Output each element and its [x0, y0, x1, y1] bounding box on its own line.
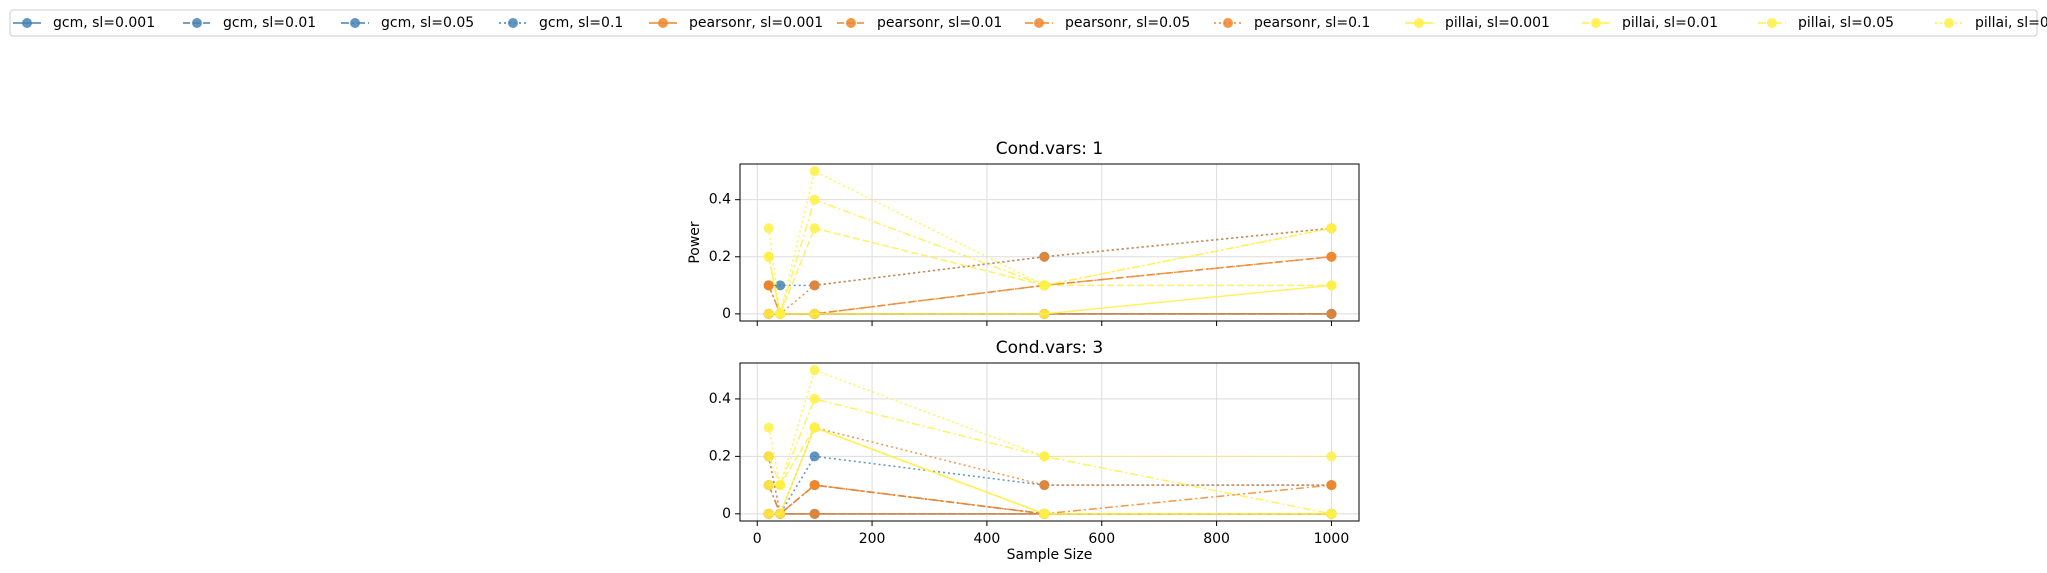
legend-marker: [846, 18, 856, 28]
legend-label: gcm, sl=0.01: [223, 15, 316, 31]
legend-marker: [508, 18, 518, 28]
data-point: [763, 280, 774, 291]
legend-label: pearsonr, sl=0.05: [1065, 15, 1190, 31]
legend-label: gcm, sl=0.05: [381, 15, 474, 31]
series-line: [767, 426, 1332, 517]
legend-label: pillai, sl=0.05: [1798, 15, 1894, 31]
legend-label: gcm, sl=0.001: [53, 15, 155, 31]
legend-marker: [22, 18, 32, 28]
y-tick-label: 0.4: [709, 192, 731, 208]
legend-label: pearsonr, sl=0.001: [689, 15, 823, 31]
x-tick-label: 1000: [1314, 531, 1350, 547]
data-point: [763, 451, 774, 462]
legend-marker: [1034, 18, 1044, 28]
legend-marker: [1944, 18, 1954, 28]
y-tick-label: 0.2: [709, 249, 731, 265]
data-point: [809, 508, 820, 519]
data-point: [775, 308, 786, 319]
y-axis-label: Power: [687, 221, 703, 264]
x-tick-label: 200: [859, 531, 886, 547]
legend-label: pillai, sl=0.01: [1622, 15, 1718, 31]
series-line: [767, 369, 1332, 486]
data-point: [809, 223, 820, 234]
legend-marker: [192, 18, 202, 28]
data-point: [809, 422, 820, 433]
data-point: [1326, 308, 1337, 319]
data-point: [1326, 480, 1337, 491]
series-line: [768, 227, 1332, 316]
data-point: [809, 166, 820, 177]
data-point: [775, 480, 786, 491]
legend-marker: [1591, 18, 1601, 28]
data-point: [1326, 251, 1337, 262]
data-point: [1039, 308, 1050, 319]
data-point: [763, 422, 774, 433]
x-tick-label: 600: [1088, 531, 1115, 547]
data-point: [1326, 508, 1337, 519]
data-point: [763, 480, 774, 491]
subplot-title: Cond.vars: 3: [996, 338, 1104, 358]
series-line: [768, 426, 1332, 515]
legend-label: pearsonr, sl=0.1: [1254, 15, 1370, 31]
legend-label: pillai, sl=0.001: [1445, 15, 1550, 31]
data-point: [1326, 451, 1337, 462]
y-tick-label: 0: [722, 306, 731, 322]
data-point: [809, 194, 820, 205]
data-point: [1039, 480, 1050, 491]
y-tick-label: 0.4: [709, 391, 731, 407]
data-point: [1039, 451, 1050, 462]
data-point: [763, 223, 774, 234]
data-point: [775, 508, 786, 519]
data-point: [1039, 508, 1050, 519]
series-line: [767, 170, 1332, 315]
data-point: [1326, 223, 1337, 234]
y-tick-label: 0: [722, 506, 731, 522]
legend-marker: [658, 18, 668, 28]
data-point: [809, 365, 820, 376]
data-point: [1039, 251, 1050, 262]
legend-box: [9, 9, 2038, 37]
data-point: [763, 508, 774, 519]
data-point: [1326, 280, 1337, 291]
x-axis-label: Sample Size: [1007, 547, 1093, 563]
x-tick-label: 400: [974, 531, 1001, 547]
legend-marker: [350, 18, 360, 28]
series-line: [767, 227, 1332, 317]
data-point: [809, 280, 820, 291]
legend-label: pillai, sl=0.1: [1975, 15, 2047, 31]
data-point: [763, 251, 774, 262]
legend-label: pearsonr, sl=0.01: [877, 15, 1002, 31]
data-point: [809, 308, 820, 319]
axes-frame: [739, 362, 1360, 522]
axes-frame: [739, 163, 1360, 322]
series-line: [768, 426, 1332, 515]
data-point: [775, 280, 786, 291]
data-point: [763, 308, 774, 319]
data-point: [809, 480, 820, 491]
subplot-title: Cond.vars: 1: [996, 139, 1104, 159]
legend-label: gcm, sl=0.1: [539, 15, 623, 31]
x-tick-label: 0: [753, 531, 762, 547]
data-point: [809, 451, 820, 462]
series-line: [768, 484, 1332, 516]
legend-marker: [1767, 18, 1777, 28]
legend-marker: [1414, 18, 1424, 28]
legend-marker: [1223, 18, 1233, 28]
data-point: [1039, 280, 1050, 291]
x-tick-label: 800: [1203, 531, 1230, 547]
y-tick-label: 0.2: [709, 448, 731, 464]
data-point: [809, 393, 820, 404]
